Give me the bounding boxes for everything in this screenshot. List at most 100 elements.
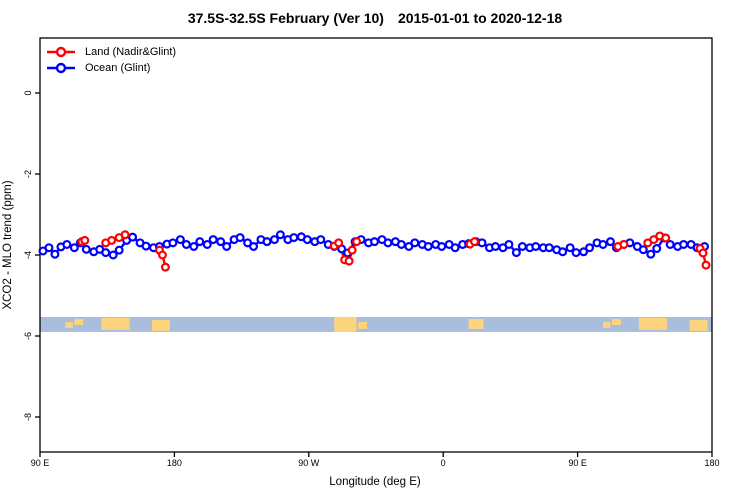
ocean-data-point (638, 245, 648, 255)
ocean-data-point (679, 239, 689, 249)
ocean-data-point (128, 232, 138, 242)
ocean-data-point (141, 241, 151, 251)
ocean-data-point (558, 247, 568, 257)
land-data-point (344, 256, 354, 266)
ocean-data-point (396, 239, 406, 249)
ocean-data-point (646, 249, 656, 259)
chart-legend: Land (Nadir&Glint) Ocean (Glint) (46, 44, 176, 76)
ocean-data-point (114, 245, 124, 255)
x-tick-label: 90 E (30, 458, 50, 468)
ocean-data-point (62, 239, 72, 249)
ocean-data-point (168, 238, 178, 248)
x-tick-label: 90 E (568, 458, 587, 468)
ocean-data-point (222, 241, 232, 251)
x-tick-label: 180 (166, 458, 182, 468)
land-data-point (334, 238, 344, 248)
ocean-data-point (262, 237, 272, 247)
land-data-point (352, 237, 362, 247)
ocean-data-point (544, 243, 554, 253)
ocean-data-point (175, 235, 185, 245)
ocean-data-point (437, 241, 447, 251)
map-strip-land-patch (638, 317, 668, 330)
land-data-point (347, 245, 357, 255)
ocean-data-point (108, 250, 118, 260)
ocean-data-point (605, 237, 615, 247)
ocean-data-point (275, 230, 285, 240)
land-data-point (698, 248, 708, 258)
map-strip-land-patch (468, 318, 484, 329)
legend-label-land: Land (Nadir&Glint) (85, 46, 177, 58)
y-tick-label: 0 (23, 90, 33, 96)
map-strip-land-patch (152, 319, 170, 331)
map-strip-ocean (40, 316, 712, 332)
ocean-data-point (316, 235, 326, 245)
ocean-data-point (652, 244, 662, 254)
land-data-point (701, 260, 711, 270)
ocean-data-point (69, 243, 79, 253)
chart-title-region: 37.5S-32.5S February (Ver 10) (187, 10, 384, 26)
x-axis-label: Longitude (deg E) (329, 476, 421, 488)
ocean-data-point (181, 239, 191, 249)
ocean-data-point (289, 233, 299, 243)
land-data-point (470, 237, 480, 247)
legend-row-land: Land (Nadir&Glint) (46, 44, 176, 60)
y-tick-label: -8 (23, 412, 33, 422)
ocean-data-point (202, 239, 212, 249)
y-tick-label: -4 (23, 250, 33, 260)
ocean-data-point (44, 243, 54, 253)
ocean-data-point (383, 238, 393, 248)
ocean-data-point (302, 235, 312, 245)
ocean-data-point (598, 239, 608, 249)
ocean-series-glyph-icon (47, 62, 75, 74)
y-tick-label: -2 (23, 169, 33, 179)
x-tick-label: 90 W (298, 458, 320, 468)
ocean-data-point (565, 243, 575, 253)
ocean-data-point (50, 249, 60, 259)
y-tick-label: -6 (23, 331, 33, 341)
ocean-data-point (571, 248, 581, 258)
land-data-point (619, 239, 629, 249)
ocean-data-point (81, 244, 91, 254)
ocean-data-point (585, 243, 595, 253)
land-data-point (107, 235, 117, 245)
ocean-data-point (477, 238, 487, 248)
ocean-data-point (208, 235, 218, 245)
ocean-data-point (504, 239, 514, 249)
ocean-data-point (665, 239, 675, 249)
land-data-point (661, 233, 671, 243)
ocean-data-point (370, 237, 380, 247)
ocean-data-point (189, 241, 199, 251)
chart-title: 37.5S-32.5S February (Ver 10) 2015-01-01 … (0, 10, 750, 26)
ocean-data-point (269, 235, 279, 245)
land-data-point (160, 262, 170, 272)
legend-label-ocean: Ocean (Glint) (85, 62, 151, 74)
map-strip-land-patch (602, 321, 611, 328)
ocean-data-point (249, 241, 259, 251)
map-strip-land-patch (358, 321, 368, 329)
ocean-data-point (517, 241, 527, 251)
land-data-point (120, 230, 130, 240)
ocean-data-point (450, 243, 460, 253)
land-data-point (157, 250, 167, 260)
land-data-point (80, 235, 90, 245)
map-strip-land-patch (65, 321, 73, 328)
ocean-data-point (410, 238, 420, 248)
ocean-data-point (423, 241, 433, 251)
ocean-data-point (101, 248, 111, 258)
ocean-data-point (531, 241, 541, 251)
ocean-data-point (579, 247, 589, 257)
legend-row-ocean: Ocean (Glint) (46, 60, 176, 76)
map-strip-land-patch (74, 318, 84, 325)
ocean-data-point (235, 233, 245, 243)
plot-border (39, 37, 713, 453)
map-strip-land-patch (101, 317, 130, 330)
map-strip-land-patch (334, 316, 357, 332)
chart-title-period: 2015-01-01 to 2020-12-18 (397, 10, 563, 26)
land-series-glyph-icon (47, 46, 75, 58)
map-strip-land-patch (689, 319, 708, 331)
ocean-data-point (216, 237, 226, 247)
x-tick-label: 180 (704, 458, 720, 468)
ocean-data-point (490, 241, 500, 251)
